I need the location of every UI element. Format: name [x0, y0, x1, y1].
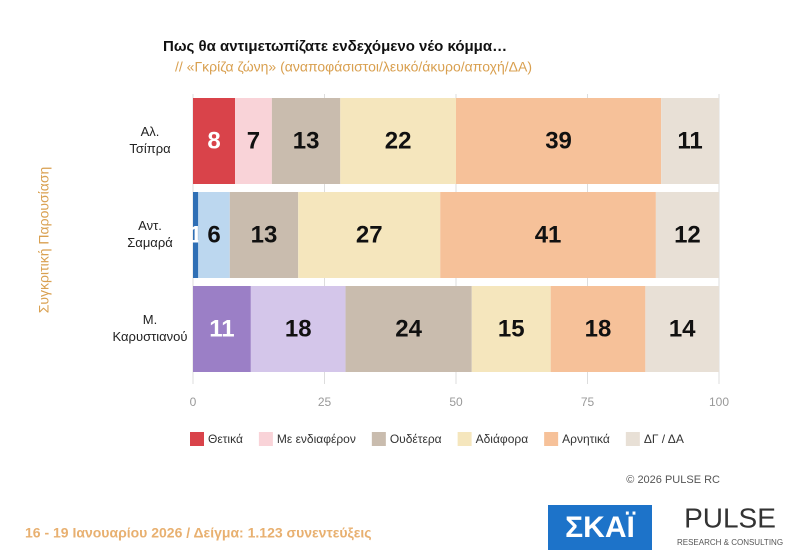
data-label: 27 [356, 221, 383, 248]
logo-box [548, 505, 652, 550]
bar-segment [193, 98, 236, 184]
legend-label: Θετικά [208, 432, 243, 446]
bar-segment [193, 286, 251, 372]
data-label: 22 [385, 127, 412, 154]
data-label: 13 [251, 221, 278, 248]
legend-swatch [457, 432, 472, 446]
bar-segment [193, 192, 199, 278]
data-label: 11 [677, 127, 702, 154]
legend-swatch [544, 432, 559, 446]
footer: 16 - 19 Ιανουαρίου 2026 / Δείγμα: 1.123 … [25, 525, 372, 541]
legend-label: ΔΓ / ΔΑ [644, 432, 684, 446]
data-label: 41 [535, 221, 562, 248]
data-label: 39 [545, 127, 572, 154]
bar-segment [345, 286, 472, 372]
x-tick-label: 25 [318, 395, 332, 409]
chart-subtitle: // «Γκρίζα ζώνη» (αναποφάσιστοι/λευκό/άκ… [175, 59, 532, 75]
bar-segment [229, 192, 299, 278]
bar-segment [298, 192, 441, 278]
logo-left: ΣΚΑΪ [565, 511, 635, 544]
x-tick-label: 50 [449, 395, 463, 409]
bar-segment [250, 286, 346, 372]
bar-segment [456, 98, 662, 184]
bar-segment [550, 286, 646, 372]
data-label: 24 [395, 315, 422, 342]
data-label: 8 [207, 127, 220, 154]
data-label: 18 [585, 315, 612, 342]
bar-segment [440, 192, 656, 278]
bar-segment [471, 286, 551, 372]
logo-right: PULSE [684, 502, 776, 533]
legend-label: Αδιάφορα [476, 432, 529, 446]
category-label: Μ. [143, 312, 157, 327]
legend-swatch [190, 432, 204, 446]
legend-label: Ουδέτερα [390, 432, 442, 446]
data-label: 14 [669, 315, 696, 342]
x-tick-label: 100 [709, 395, 729, 409]
bar-segment [655, 192, 719, 278]
bar-segment [645, 286, 719, 372]
logo-right-sub: RESEARCH & CONSULTING [677, 538, 783, 547]
x-tick-label: 75 [581, 395, 595, 409]
category-label: Αλ. [141, 124, 160, 139]
legend-swatch [625, 432, 640, 446]
data-label: 6 [207, 221, 220, 248]
bar-segment [198, 192, 230, 278]
bar-segment [340, 98, 456, 184]
data-label: 11 [209, 315, 234, 342]
x-tick-label: 0 [190, 395, 197, 409]
data-label: 18 [285, 315, 312, 342]
bar-segment [271, 98, 341, 184]
bar-segment [661, 98, 719, 184]
legend-swatch [258, 432, 273, 446]
category-label: Σαμαρά [127, 235, 173, 250]
category-label: Τσίπρα [129, 141, 171, 156]
bar-segment [235, 98, 272, 184]
category-label: Αντ. [138, 218, 162, 233]
data-label: 7 [247, 127, 260, 154]
chart-title: Πως θα αντιμετωπίζατε ενδεχόμενο νέο κόμ… [163, 38, 507, 55]
data-label: 15 [498, 315, 525, 342]
copyright: © 2026 PULSE RC [626, 474, 720, 486]
category-label: Καρυστιανού [113, 329, 188, 344]
legend-label: Με ενδιαφέρον [277, 432, 356, 446]
data-label: 13 [293, 127, 320, 154]
data-label: 12 [674, 221, 701, 248]
legend-swatch [371, 432, 386, 446]
y-axis-label: Συγκριτική Παρουσίαση [36, 167, 52, 314]
legend-label: Αρνητικά [562, 432, 610, 446]
